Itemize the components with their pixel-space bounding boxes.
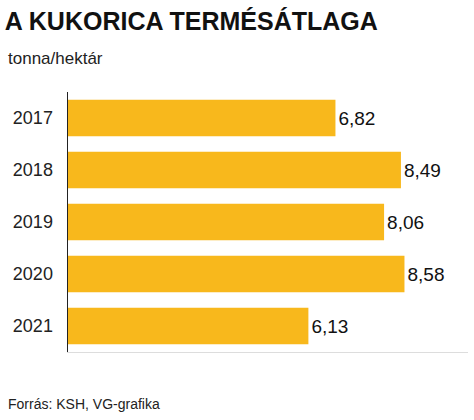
svg-text:2020: 2020 [13, 264, 53, 284]
svg-text:6,13: 6,13 [311, 316, 348, 337]
svg-text:2017: 2017 [13, 108, 53, 128]
svg-text:tonna/hektár: tonna/hektár [8, 49, 103, 68]
svg-text:8,06: 8,06 [387, 212, 424, 233]
svg-text:8,58: 8,58 [407, 264, 444, 285]
svg-text:Forrás: KSH, VG-grafika: Forrás: KSH, VG-grafika [8, 396, 160, 412]
svg-text:8,49: 8,49 [404, 160, 441, 181]
svg-text:A KUKORICA TERMÉSÁTLAGA: A KUKORICA TERMÉSÁTLAGA [5, 7, 378, 35]
svg-text:2019: 2019 [13, 212, 53, 232]
svg-text:6,82: 6,82 [338, 108, 375, 129]
svg-text:2021: 2021 [13, 316, 53, 336]
svg-text:2018: 2018 [13, 160, 53, 180]
